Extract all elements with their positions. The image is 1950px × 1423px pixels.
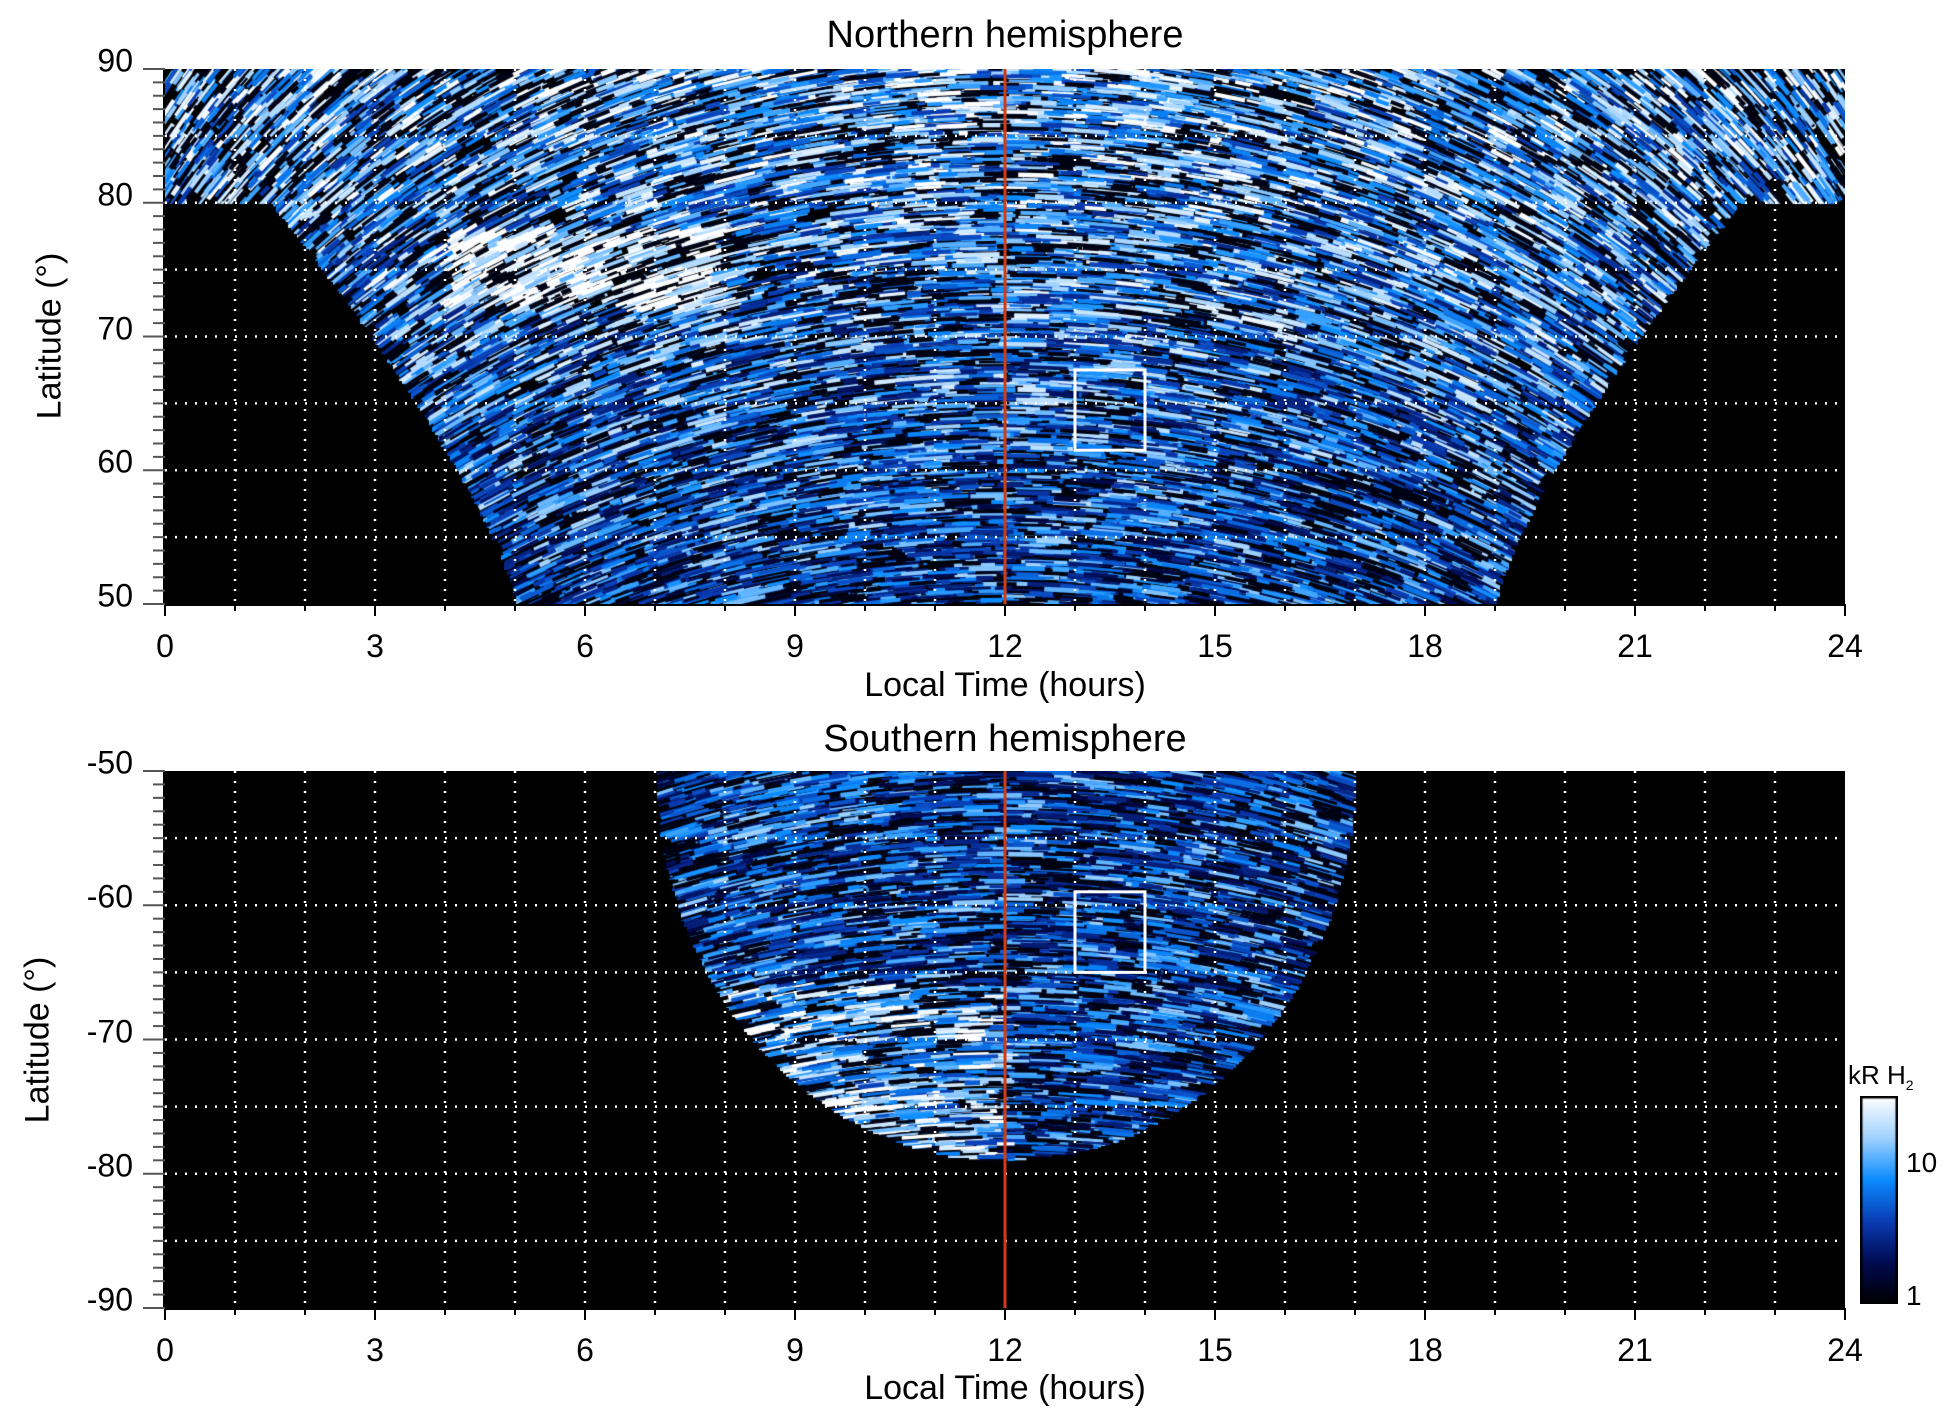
x-tick-label: 18 bbox=[1407, 628, 1443, 664]
x-tick-label: 15 bbox=[1197, 1332, 1233, 1368]
x-tick-label: 9 bbox=[786, 628, 804, 664]
south-ylabel: Latitude (°) bbox=[18, 956, 57, 1124]
y-tick-label: 70 bbox=[97, 310, 133, 346]
x-tick-label: 21 bbox=[1617, 628, 1653, 664]
x-tick-label: 18 bbox=[1407, 1332, 1443, 1368]
y-tick-label: 60 bbox=[97, 443, 133, 480]
highlight-box bbox=[1073, 890, 1147, 974]
north-xlabel: Local Time (hours) bbox=[864, 666, 1146, 704]
x-tick-label: 3 bbox=[366, 628, 384, 664]
colorbar-tick-10: 10 bbox=[1906, 1147, 1938, 1178]
y-tick-label: -60 bbox=[86, 878, 133, 915]
y-tick-label: 90 bbox=[97, 42, 133, 79]
x-tick-label: 3 bbox=[366, 1332, 384, 1368]
north-title: Northern hemisphere bbox=[826, 14, 1184, 56]
x-tick-label: 12 bbox=[987, 628, 1023, 664]
colorbar-unit: kR H2 bbox=[1848, 1060, 1914, 1094]
y-tick-label: 80 bbox=[97, 176, 133, 213]
colorbar bbox=[1860, 1096, 1898, 1304]
x-tick-label: 21 bbox=[1617, 1332, 1653, 1368]
y-tick-label: -70 bbox=[86, 1013, 133, 1049]
south-title: Southern hemisphere bbox=[823, 718, 1187, 760]
x-tick-label: 12 bbox=[987, 1332, 1023, 1368]
south-xlabel: Local Time (hours) bbox=[864, 1369, 1146, 1407]
x-tick-label: 0 bbox=[156, 1332, 174, 1368]
y-tick-label: -80 bbox=[86, 1147, 133, 1184]
colorbar-tick-1: 1 bbox=[1906, 1280, 1922, 1311]
y-tick-label: 50 bbox=[97, 577, 133, 614]
x-tick-label: 6 bbox=[576, 628, 594, 664]
x-tick-label: 9 bbox=[786, 1332, 804, 1368]
x-tick-label: 0 bbox=[156, 628, 174, 664]
highlight-box bbox=[1073, 368, 1147, 452]
north-ylabel: Latitude (°) bbox=[30, 252, 69, 420]
x-tick-label: 24 bbox=[1827, 1332, 1863, 1368]
x-tick-label: 24 bbox=[1827, 628, 1863, 664]
y-tick-label: -90 bbox=[86, 1281, 133, 1318]
y-tick-label: -50 bbox=[86, 744, 133, 781]
x-tick-label: 6 bbox=[576, 1332, 594, 1368]
x-tick-label: 15 bbox=[1197, 628, 1233, 664]
